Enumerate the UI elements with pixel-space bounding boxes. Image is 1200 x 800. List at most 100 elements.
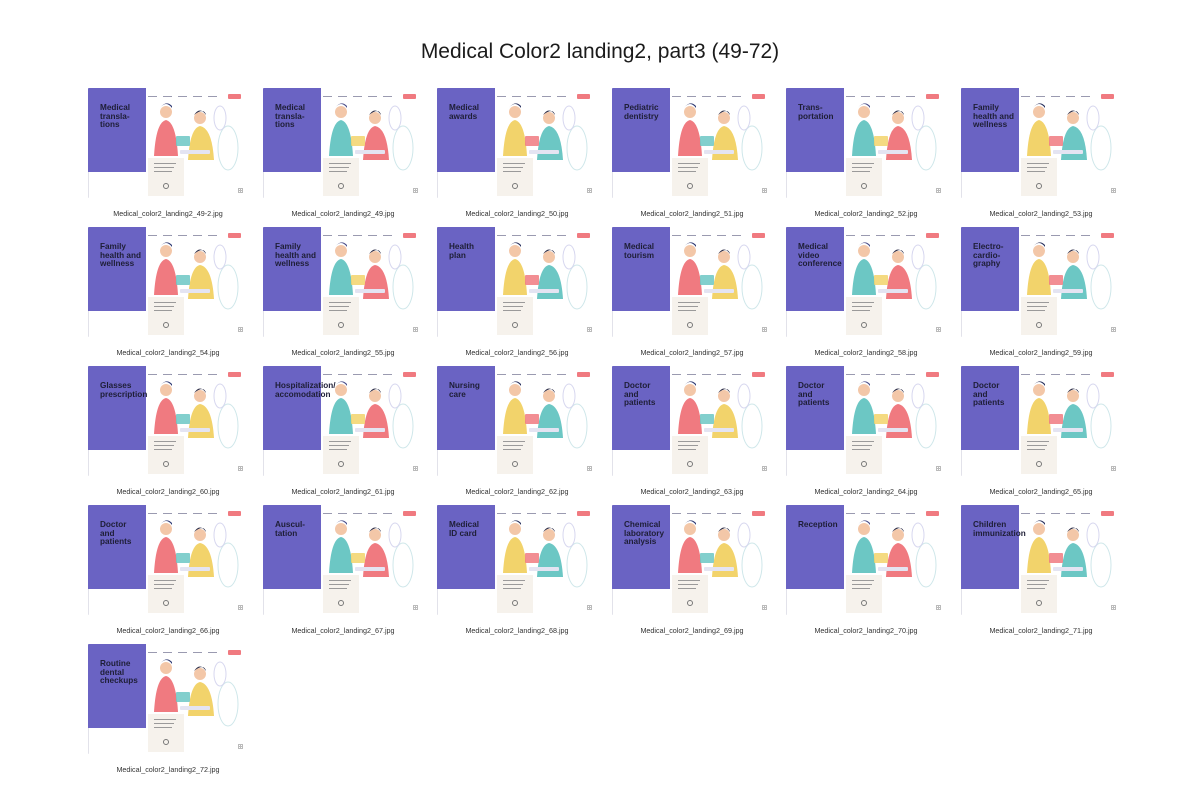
landing-page-preview[interactable]: Pediatric dentistry <box>612 88 772 198</box>
play-icon <box>163 461 169 467</box>
hero-heading-line: Routine <box>100 659 131 668</box>
top-nav <box>497 374 587 378</box>
hero-heading-line: laboratory <box>624 528 665 538</box>
landing-page-preview[interactable]: Nursing care <box>437 366 597 476</box>
landing-page-preview[interactable]: Health plan <box>437 227 597 337</box>
thumbnail-card[interactable]: Children immunization Medical_color2_landi… <box>961 505 1121 635</box>
landing-page-preview[interactable]: Family health and wellness <box>263 227 423 337</box>
file-name-caption: Medical_color2_landing2_67.jpg <box>291 626 395 635</box>
landing-page-preview[interactable]: Children immunization <box>961 505 1121 615</box>
landing-page-preview[interactable]: Doctor and patients <box>88 505 248 615</box>
hero-heading-line: checkups <box>100 676 138 686</box>
landing-page-preview[interactable]: Medical tourism <box>612 227 772 337</box>
file-name-caption: Medical_color2_landing2_49.jpg <box>291 209 395 218</box>
thumbnail-card[interactable]: Routine dental checkups Medical_color2_land… <box>88 644 248 774</box>
landing-page-preview[interactable]: Glasses prescription <box>88 366 248 476</box>
top-nav <box>497 96 587 100</box>
thumbnail-card[interactable]: Glasses prescription Medical_color2_landin… <box>88 366 248 496</box>
hero-heading-line: health and <box>275 250 316 260</box>
play-icon <box>1036 461 1042 467</box>
thumbnail-card[interactable]: Health plan Medical_color2_landing2_56.jpg <box>437 227 597 357</box>
hero-heading-line: transla- <box>275 111 305 121</box>
thumbnail-card[interactable]: Chemical laboratory analysis Medical_color2… <box>612 505 772 635</box>
top-nav <box>1021 513 1111 517</box>
hero-panel <box>437 505 495 589</box>
landing-page-preview[interactable]: Routine dental checkups <box>88 644 248 754</box>
landing-page-preview[interactable]: Medical video conference <box>786 227 946 337</box>
landing-page-preview[interactable]: Electro-cardio-graphy <box>961 227 1121 337</box>
thumbnail-card[interactable]: Hospitalization/accomodation Medical_colo… <box>263 366 423 496</box>
hero-panel <box>786 227 844 311</box>
hero-panel <box>612 366 670 450</box>
landing-page-preview[interactable]: Auscul-tation <box>263 505 423 615</box>
thumbnail-card[interactable]: Doctor and patients Medical_color2_landing2… <box>961 366 1121 496</box>
play-icon <box>1036 183 1042 189</box>
hero-heading-line: health and <box>973 111 1014 121</box>
landing-page-preview[interactable]: Doctor and patients <box>612 366 772 476</box>
medical-illustration <box>1027 242 1112 310</box>
thumbnail-card[interactable]: Electro-cardio-graphy Medical_color2_land… <box>961 227 1121 357</box>
hero-heading-line: patients <box>798 398 830 408</box>
grid-icon <box>238 327 243 332</box>
landing-page-preview[interactable]: Family health and wellness <box>88 227 248 337</box>
play-icon <box>338 600 344 606</box>
hero-heading-line: tation <box>275 528 298 538</box>
thumbnail-card[interactable]: Family health and wellness Medical_color2_l… <box>263 227 423 357</box>
hero-heading-line: Electro- <box>973 242 1004 251</box>
text-card <box>672 575 708 613</box>
file-name-caption: Medical_color2_landing2_72.jpg <box>116 765 220 774</box>
hero-heading-line: analysis <box>624 537 657 547</box>
hero-heading-line: care <box>449 389 466 399</box>
thumbnail-card[interactable]: Family health and wellness Medical_color2_l… <box>88 227 248 357</box>
hero-panel <box>961 88 1019 172</box>
thumbnail-card[interactable]: Doctor and patients Medical_color2_landing2… <box>786 366 946 496</box>
medical-illustration <box>503 520 588 588</box>
landing-page-preview[interactable]: Chemical laboratory analysis <box>612 505 772 615</box>
hero-heading-line: Medical <box>449 520 480 529</box>
thumbnail-card[interactable]: Family health and wellness Medical_color2_l… <box>961 88 1121 218</box>
medical-illustration <box>154 103 239 171</box>
file-name-caption: Medical_color2_landing2_64.jpg <box>814 487 918 496</box>
landing-page-preview[interactable]: Medical transla-tions <box>263 88 423 198</box>
grid-icon <box>936 188 941 193</box>
hero-heading: Children immunization <box>973 520 1033 538</box>
hero-panel <box>263 227 321 311</box>
hero-panel <box>437 366 495 450</box>
landing-page-preview[interactable]: Medical ID card <box>437 505 597 615</box>
hero-heading-line: Hospitalization/ <box>275 381 336 390</box>
thumbnail-card[interactable]: Reception Medical_color2_landing2_70.jpg <box>786 505 946 635</box>
grid-icon <box>238 744 243 749</box>
thumbnail-card[interactable]: Medical awards Medical_color2_landing2_50.… <box>437 88 597 218</box>
hero-heading-line: health and <box>100 250 141 260</box>
hero-heading-line: video <box>798 250 820 260</box>
play-icon <box>338 461 344 467</box>
thumbnail-card[interactable]: Medical video conference Medical_color2_lan… <box>786 227 946 357</box>
thumbnail-card[interactable]: Medical ID card Medical_color2_landing2_68… <box>437 505 597 635</box>
text-card <box>1021 297 1057 335</box>
thumbnail-card[interactable]: Trans-portation Medical_color2_landing2_5… <box>786 88 946 218</box>
thumbnail-card[interactable]: Doctor and patients Medical_color2_landing2… <box>88 505 248 635</box>
hero-heading-line: wellness <box>100 259 135 269</box>
landing-page-preview[interactable]: Medical transla-tions <box>88 88 248 198</box>
thumbnail-card[interactable]: Medical tourism Medical_color2_landing2_57… <box>612 227 772 357</box>
landing-page-preview[interactable]: Medical awards <box>437 88 597 198</box>
thumbnail-card[interactable]: Medical transla-tions Medical_color2_landi… <box>88 88 248 218</box>
landing-page-preview[interactable]: Hospitalization/accomodation <box>263 366 423 476</box>
medical-illustration <box>154 242 239 310</box>
play-icon <box>512 461 518 467</box>
landing-page-preview[interactable]: Trans-portation <box>786 88 946 198</box>
landing-page-preview[interactable]: Reception <box>786 505 946 615</box>
thumbnail-card[interactable]: Auscul-tation Medical_color2_landing2_67.… <box>263 505 423 635</box>
thumbnail-card[interactable]: Doctor and patients Medical_color2_landing2… <box>612 366 772 496</box>
landing-page-preview[interactable]: Doctor and patients <box>786 366 946 476</box>
header-button <box>403 372 416 377</box>
thumbnail-card[interactable]: Medical transla-tions Medical_color2_landi… <box>263 88 423 218</box>
thumbnail-card[interactable]: Nursing care Medical_color2_landing2_62.jp… <box>437 366 597 496</box>
grid-icon <box>413 466 418 471</box>
top-nav <box>846 513 936 517</box>
landing-page-preview[interactable]: Family health and wellness <box>961 88 1121 198</box>
hero-heading-line: Doctor <box>100 520 127 529</box>
thumbnail-card[interactable]: Pediatric dentistry Medical_color2_landing… <box>612 88 772 218</box>
play-icon <box>163 739 169 745</box>
landing-page-preview[interactable]: Doctor and patients <box>961 366 1121 476</box>
